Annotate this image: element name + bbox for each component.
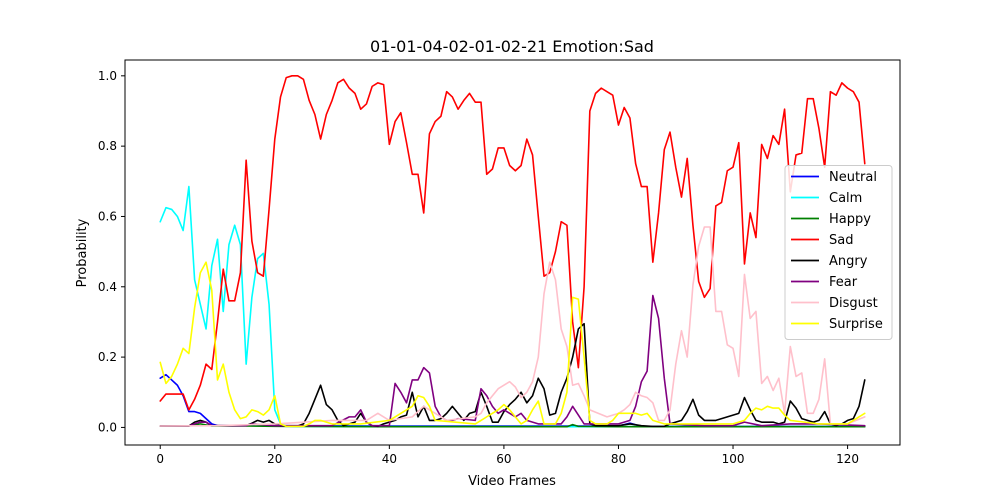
x-tick-label: 20: [267, 452, 282, 466]
chart-title: 01-01-04-02-01-02-21 Emotion:Sad: [370, 37, 654, 56]
x-axis: 0 20 40 60 80 100 120: [156, 445, 859, 466]
y-tick-label: 0.8: [98, 139, 117, 153]
y-tick-label: 0.2: [98, 350, 117, 364]
legend: Neutral Calm Happy Sad Angry Fear Disgust Surpr…: [784, 165, 893, 340]
series-line-disgust: [159, 226, 866, 427]
legend-label-disgust: Disgust: [829, 296, 878, 311]
y-tick-label: 0.0: [98, 420, 117, 434]
x-tick-label: 0: [156, 452, 164, 466]
plot-frame: [124, 59, 901, 446]
x-tick-label: 40: [382, 452, 397, 466]
y-tick-label: 0.4: [98, 280, 117, 294]
legend-label-surprise: Surprise: [829, 317, 883, 332]
y-axis-label: Probability: [75, 218, 90, 287]
legend-label-calm: Calm: [829, 191, 862, 206]
series-line-angry: [159, 322, 866, 428]
legend-box: [784, 165, 893, 340]
series-line-fear: [159, 294, 866, 427]
series-line-surprise: [159, 261, 866, 428]
legend-label-neutral: Neutral: [829, 170, 877, 185]
x-tick-label: 80: [611, 452, 626, 466]
x-tick-label: 60: [496, 452, 511, 466]
x-tick-label: 100: [722, 452, 745, 466]
legend-label-sad: Sad: [829, 233, 853, 248]
x-axis-label: Video Frames: [468, 474, 556, 489]
legend-label-angry: Angry: [829, 254, 868, 269]
y-tick-label: 0.6: [98, 209, 117, 223]
legend-label-happy: Happy: [829, 212, 871, 227]
y-tick-label: 1.0: [98, 69, 117, 83]
series-layer: [159, 75, 866, 428]
series-line-happy: [159, 423, 866, 428]
y-axis: 0.0 0.2 0.4 0.6 0.8 1.0: [98, 69, 125, 434]
legend-label-fear: Fear: [829, 275, 858, 290]
series-line-sad: [159, 75, 866, 411]
x-tick-label: 120: [836, 452, 859, 466]
